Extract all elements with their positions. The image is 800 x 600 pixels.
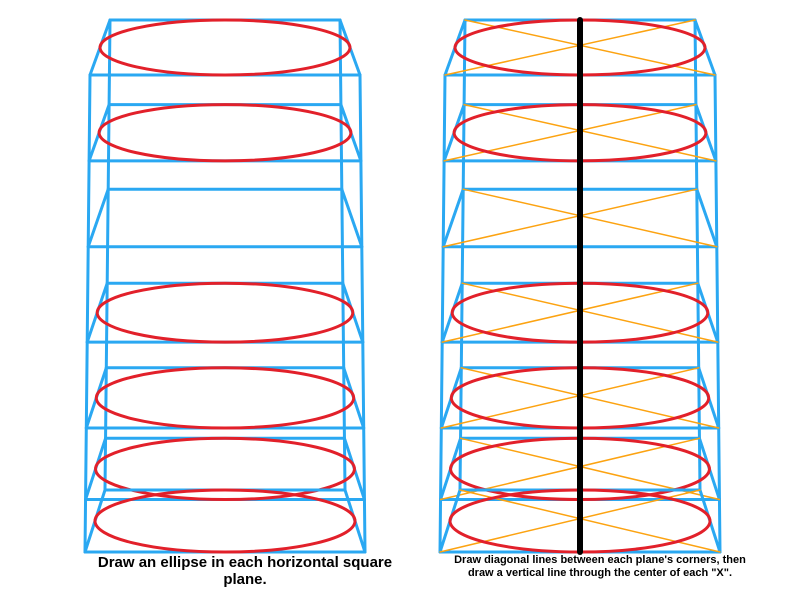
panel-right [435,0,725,565]
caption-left: Draw an ellipse in each horizontal squar… [95,554,395,589]
panel-left [80,0,370,565]
diagram-canvas: Draw an ellipse in each horizontal squar… [0,0,800,600]
panel-right-svg [435,0,725,560]
caption-right: Draw diagonal lines between each plane's… [450,554,750,579]
panel-left-svg [80,0,370,560]
